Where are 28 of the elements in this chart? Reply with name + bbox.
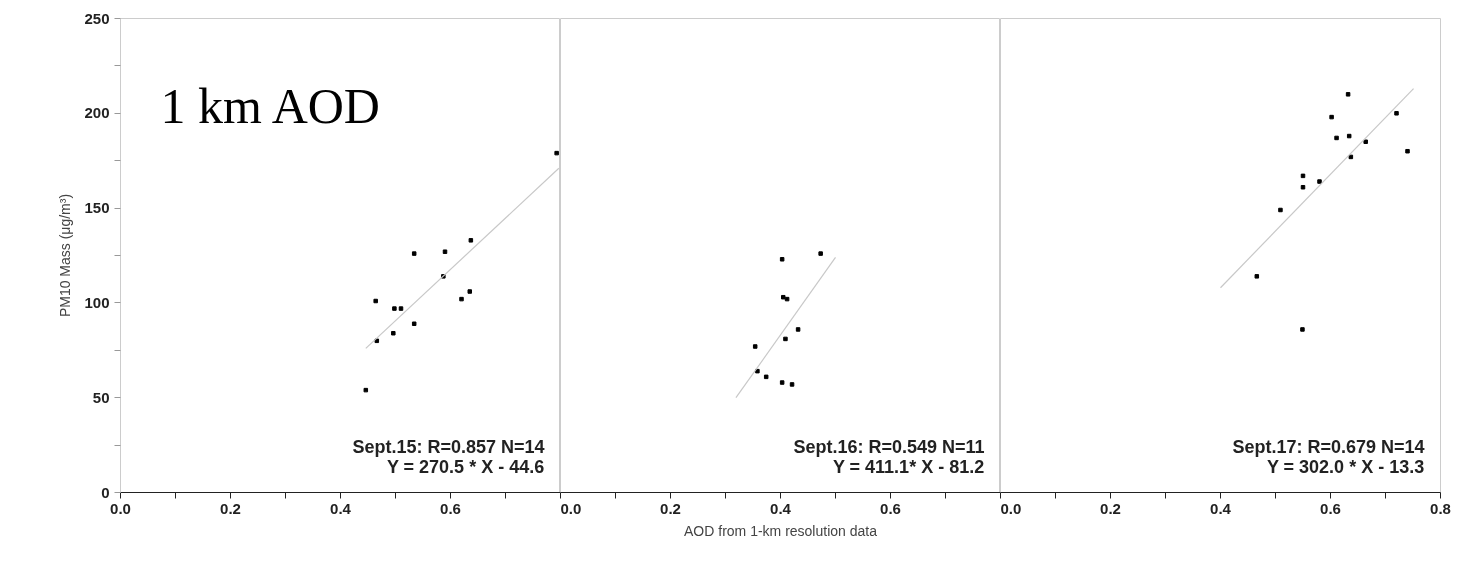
text: 1 km AOD — [160, 77, 380, 134]
annotation: Sept.16: R=0.549 N=11 — [793, 436, 985, 457]
annotation: Sept.17: R=0.679 N=14 — [1232, 436, 1425, 457]
y-tick-label: 200 — [84, 104, 110, 122]
x-tick-label: 0.6 — [880, 499, 901, 517]
x-tick-label: 0.4 — [330, 499, 352, 517]
x-tick-label: 0.6 — [1320, 499, 1341, 517]
x-tick-label: 0.0 — [1000, 499, 1022, 517]
annotation: Y = 270.5 * X - 44.6 — [386, 456, 545, 477]
annotation: Sept.15: R=0.857 N=14 — [352, 436, 545, 457]
x-tick-label: 0.2 — [220, 499, 241, 517]
x-tick-label: 0.4 — [770, 499, 792, 517]
x-tick-label: 0.2 — [1100, 499, 1121, 517]
y-tick-label: 0 — [101, 483, 110, 501]
y-tick-label: 250 — [84, 9, 110, 27]
x-tick-label: 0.8 — [1430, 499, 1451, 517]
x-tick-label: 0.0 — [110, 499, 131, 517]
y-tick-label: 50 — [92, 388, 110, 406]
y-tick-label: 150 — [84, 199, 110, 217]
x-tick-label: 0.4 — [1210, 499, 1232, 517]
annotation: Y = 302.0 * X - 13.3 — [1266, 456, 1425, 477]
annotation: Y = 411.1* X - 81.2 — [832, 456, 985, 477]
x-tick-label: 0.2 — [660, 499, 681, 517]
x-tick-label: 0.6 — [440, 499, 461, 517]
y-axis-title: PM10 Mass (μg/m³) — [57, 193, 74, 318]
x-axis-title: AOD from 1-km resolution data — [684, 522, 878, 539]
y-tick-label: 100 — [84, 293, 110, 311]
x-tick-label: 0.0 — [560, 499, 582, 517]
